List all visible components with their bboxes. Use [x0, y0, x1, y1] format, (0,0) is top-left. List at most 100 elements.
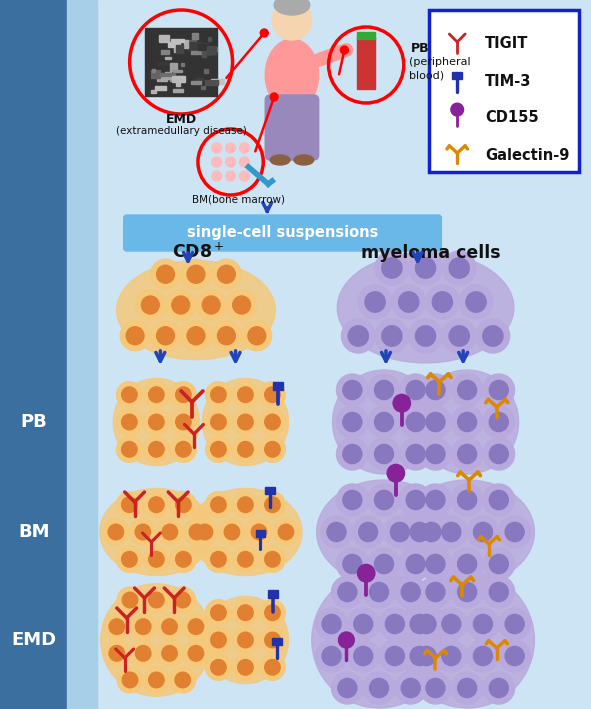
Circle shape	[395, 576, 427, 608]
Circle shape	[184, 519, 210, 545]
Bar	[155, 86, 166, 90]
Circle shape	[338, 679, 357, 698]
Bar	[199, 44, 209, 46]
Circle shape	[117, 587, 143, 613]
Circle shape	[382, 326, 402, 346]
Circle shape	[452, 374, 483, 406]
Circle shape	[120, 320, 150, 351]
Circle shape	[353, 647, 373, 666]
Ellipse shape	[113, 379, 200, 466]
Circle shape	[400, 484, 431, 516]
Circle shape	[104, 614, 129, 640]
Circle shape	[457, 679, 476, 698]
Circle shape	[265, 659, 280, 675]
Text: CD8$^+$: CD8$^+$	[171, 242, 224, 262]
Circle shape	[375, 413, 394, 432]
Circle shape	[130, 519, 155, 545]
Circle shape	[384, 516, 415, 548]
Circle shape	[162, 645, 177, 661]
Circle shape	[483, 326, 503, 346]
Circle shape	[171, 436, 196, 462]
Bar	[211, 79, 225, 84]
Circle shape	[339, 632, 355, 648]
Circle shape	[171, 492, 196, 518]
Circle shape	[368, 406, 400, 438]
Bar	[173, 89, 183, 92]
Circle shape	[217, 327, 235, 345]
Circle shape	[348, 326, 368, 346]
FancyBboxPatch shape	[256, 530, 265, 537]
Circle shape	[108, 524, 124, 540]
Circle shape	[316, 608, 348, 640]
Circle shape	[415, 326, 436, 346]
Circle shape	[316, 640, 348, 672]
Circle shape	[122, 592, 138, 608]
Bar	[168, 42, 180, 48]
Circle shape	[336, 406, 368, 438]
Circle shape	[187, 265, 205, 284]
Circle shape	[483, 406, 515, 438]
Circle shape	[457, 554, 476, 574]
Circle shape	[238, 414, 253, 430]
Bar	[181, 63, 184, 66]
Circle shape	[452, 438, 483, 470]
Circle shape	[181, 320, 211, 351]
Circle shape	[233, 600, 258, 626]
Circle shape	[369, 679, 388, 698]
Bar	[184, 40, 188, 48]
Circle shape	[322, 647, 341, 666]
Circle shape	[233, 409, 258, 435]
Text: TIM-3: TIM-3	[485, 74, 531, 89]
Bar	[160, 35, 170, 42]
Circle shape	[238, 632, 253, 648]
Circle shape	[467, 608, 499, 640]
Circle shape	[489, 445, 508, 464]
Bar	[161, 74, 174, 77]
Circle shape	[375, 381, 394, 400]
Circle shape	[336, 548, 368, 580]
Circle shape	[442, 523, 461, 542]
Circle shape	[149, 552, 164, 567]
Circle shape	[265, 414, 280, 430]
Bar	[188, 40, 196, 45]
Circle shape	[109, 645, 125, 661]
Circle shape	[224, 524, 240, 540]
Circle shape	[265, 387, 280, 403]
Circle shape	[358, 564, 375, 582]
Circle shape	[363, 672, 395, 704]
Circle shape	[452, 576, 483, 608]
Circle shape	[227, 290, 256, 320]
Bar	[151, 90, 156, 94]
Text: single-cell suspensions: single-cell suspensions	[187, 225, 378, 240]
Circle shape	[393, 394, 411, 412]
Circle shape	[400, 438, 431, 470]
Bar	[157, 62, 171, 65]
Circle shape	[265, 605, 280, 620]
Bar	[171, 76, 185, 82]
FancyBboxPatch shape	[268, 591, 278, 598]
Circle shape	[162, 619, 177, 635]
Circle shape	[375, 491, 394, 510]
Text: TIGIT: TIGIT	[485, 36, 528, 52]
Bar	[170, 76, 184, 81]
Ellipse shape	[333, 370, 436, 474]
Circle shape	[233, 436, 258, 462]
Circle shape	[449, 258, 469, 278]
Circle shape	[348, 608, 379, 640]
Circle shape	[273, 519, 299, 545]
Circle shape	[122, 552, 137, 567]
Circle shape	[211, 497, 226, 513]
Circle shape	[151, 259, 180, 289]
Circle shape	[473, 523, 492, 542]
Circle shape	[211, 442, 226, 457]
Circle shape	[352, 516, 384, 548]
Circle shape	[206, 436, 231, 462]
Circle shape	[212, 320, 241, 351]
Circle shape	[116, 436, 142, 462]
Circle shape	[270, 93, 278, 101]
Circle shape	[336, 374, 368, 406]
Circle shape	[401, 582, 420, 602]
Circle shape	[212, 143, 222, 153]
Text: CD155: CD155	[485, 111, 538, 125]
Circle shape	[181, 259, 211, 289]
